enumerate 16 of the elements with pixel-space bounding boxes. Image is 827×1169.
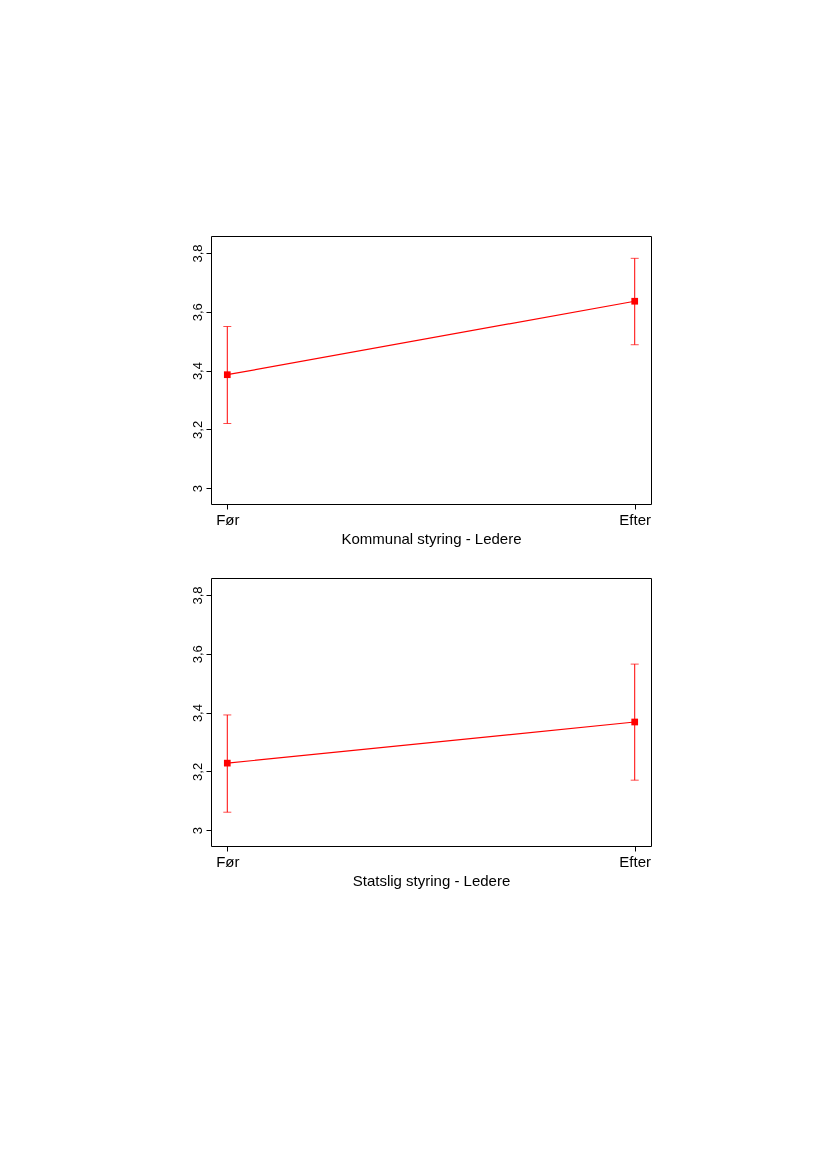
x-tick-label: Efter <box>619 852 652 870</box>
x-axis-title: Kommunal styring - Ledere <box>341 529 522 547</box>
y-tick-label: 3,4 <box>189 362 205 381</box>
x-tick-label: Før <box>216 852 240 870</box>
y-tick-label: 3,6 <box>189 303 205 322</box>
y-tick-label: 3 <box>189 827 205 835</box>
y-tick-label: 3,8 <box>189 244 205 263</box>
y-tick-label: 3 <box>189 485 205 493</box>
y-tick-label: 3,4 <box>189 704 205 723</box>
y-tick-label: 3,2 <box>189 762 205 781</box>
y-tick-label: 3,2 <box>189 420 205 439</box>
x-tick-label: Efter <box>619 510 652 528</box>
y-tick-label: 3,6 <box>189 645 205 664</box>
y-tick-label: 3,8 <box>189 586 205 605</box>
x-axis-title: Statslig styring - Ledere <box>352 871 511 889</box>
x-tick-label: Før <box>216 510 240 528</box>
